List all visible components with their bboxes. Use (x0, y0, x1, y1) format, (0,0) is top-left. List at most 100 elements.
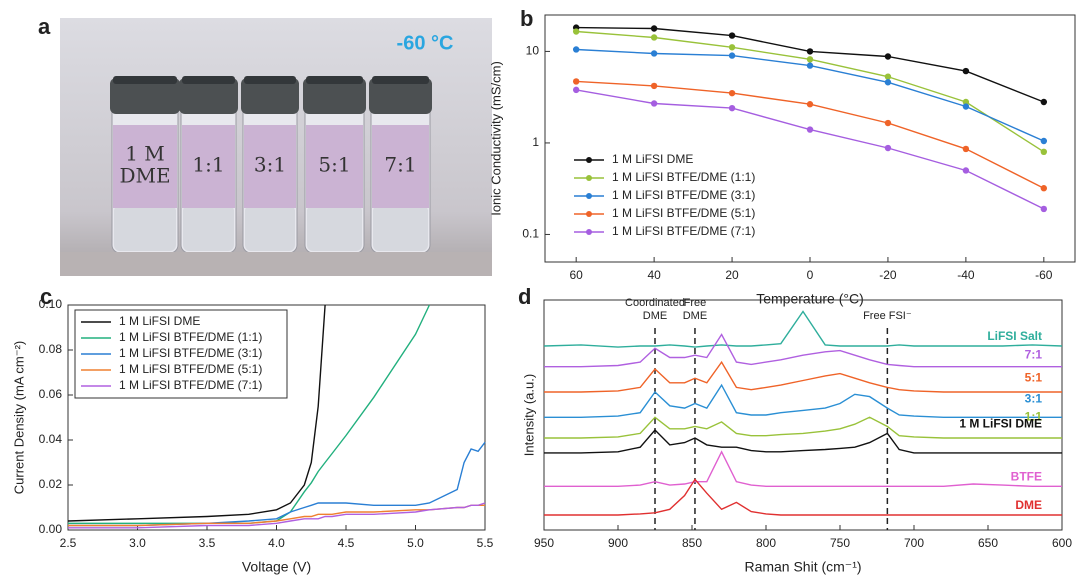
vial-cap-top (244, 76, 296, 84)
legend-label: 1 M LiFSI BTFE/DME (5:1) (119, 362, 262, 376)
y-tick-label: 1 (532, 135, 539, 149)
data-point (884, 119, 892, 127)
vial-cap-top (306, 76, 363, 84)
x-tick-label: 40 (647, 268, 661, 282)
y-tick-label: 0.1 (522, 227, 539, 241)
vial-cap-top (182, 76, 235, 84)
data-point (884, 73, 892, 80)
y-axis-label: Intensity (a.u.) (521, 374, 536, 456)
series-line (544, 383, 1062, 418)
data-point (728, 52, 736, 59)
legend-label: 1 M LiFSI BTFE/DME (7:1) (119, 378, 262, 392)
chart-panel: c 2.5 3.0 3.5 4.0 4.5 5.0 5.5 0.00 0.02 0.04 0.06 0.… (11, 284, 493, 575)
y-tick-label: 10 (526, 44, 540, 58)
temperature-label: -60 °C (397, 32, 454, 54)
data-point (728, 104, 736, 112)
legend-marker (586, 193, 592, 199)
chart-panel: b 60 40 20 0 -20 -40 -60 0.1 1 10 Temperature (°C) I… (488, 6, 1076, 307)
data-point (572, 46, 580, 53)
data-point (572, 86, 580, 94)
data-point (962, 145, 970, 153)
annotation-text: Coordinated (625, 297, 685, 309)
vial-liquid (183, 205, 234, 251)
data-point (650, 82, 658, 90)
x-tick-label: 5.0 (407, 536, 424, 550)
vial-cap (303, 78, 366, 114)
data-point (572, 78, 580, 85)
panel-letter: a (38, 14, 51, 39)
y-tick-label: 0.04 (39, 432, 63, 446)
plot-frame (543, 299, 1063, 531)
vial-label (244, 125, 296, 208)
data-point (1040, 148, 1048, 156)
data-point (1040, 98, 1048, 106)
data-point (1040, 137, 1048, 145)
x-tick-label: 900 (608, 536, 628, 550)
data-point (650, 25, 658, 32)
x-tick-label: 4.0 (268, 536, 285, 550)
data-point (884, 53, 892, 60)
series-line (68, 504, 485, 527)
vial-cap-top (372, 76, 429, 84)
series-line (544, 333, 1062, 368)
chart-panel: d 950 900 850 800 750 700 650 600 Raman Shit (cm⁻… (518, 284, 1072, 575)
data-point (572, 28, 580, 35)
vial-cap-top (113, 76, 177, 84)
vial-liquid (114, 205, 176, 251)
series-line (68, 502, 486, 529)
legend-label: 1 M LiFSI DME (119, 314, 200, 328)
x-tick-label: -40 (957, 268, 975, 282)
annotation-text: DME (643, 310, 667, 322)
series-line (68, 441, 486, 527)
legend-label: 1 M LiFSI BTFE/DME (7:1) (612, 224, 755, 238)
x-tick-label: 3.5 (199, 536, 216, 550)
vial-text: 7:1 (384, 153, 416, 177)
y-tick-label: 0.00 (39, 522, 63, 536)
series-label: BTFE (1011, 469, 1042, 483)
data-point (650, 34, 658, 41)
vial-liquid (307, 205, 362, 251)
x-tick-label: -60 (1035, 268, 1053, 282)
series-line (544, 478, 1062, 516)
vial-liquid (245, 205, 295, 251)
data-point (806, 56, 814, 63)
series-label: LiFSI Salt (987, 329, 1042, 343)
vial-text: DME (119, 164, 170, 188)
vial-label (113, 125, 177, 208)
legend-marker (586, 229, 592, 235)
vial-liquid (373, 205, 428, 251)
series-label: 3:1 (1025, 391, 1043, 405)
series-label: 5:1 (1025, 371, 1043, 385)
annotation-text: DME (683, 310, 707, 322)
data-point (962, 98, 970, 106)
legend-label: 1 M LiFSI DME (612, 152, 693, 166)
x-tick-label: 950 (534, 536, 554, 550)
x-tick-label: 4.5 (338, 536, 355, 550)
series-label: 7:1 (1025, 348, 1043, 362)
legend-marker (586, 175, 592, 181)
legend-label: 1 M LiFSI BTFE/DME (1:1) (612, 170, 755, 184)
x-tick-label: 800 (756, 536, 776, 550)
vial-text: 1:1 (192, 153, 224, 177)
series-label: 1:1 (1025, 410, 1043, 424)
data-point (884, 144, 892, 152)
table-surface (60, 252, 492, 276)
data-point (806, 62, 814, 69)
series-line (544, 416, 1062, 439)
panel-letter: d (518, 284, 531, 309)
data-point (962, 167, 970, 174)
series-line (544, 360, 1062, 393)
y-tick-label: 0.10 (39, 297, 63, 311)
vial-cap (241, 78, 299, 114)
annotation-text: Free FSI⁻ (863, 310, 912, 322)
data-point (728, 32, 736, 39)
vial-text: 3:1 (254, 153, 286, 177)
x-tick-label: 20 (725, 268, 739, 282)
x-tick-label: 2.5 (60, 536, 77, 550)
legend-label: 1 M LiFSI BTFE/DME (5:1) (612, 206, 755, 220)
x-tick-label: 60 (569, 268, 583, 282)
series-line (544, 428, 1062, 454)
panel-letter: c (40, 284, 52, 309)
